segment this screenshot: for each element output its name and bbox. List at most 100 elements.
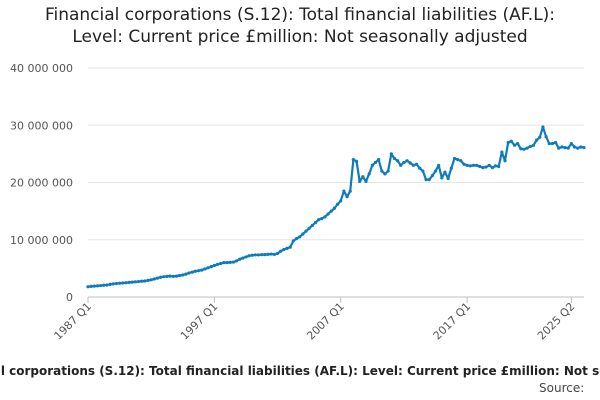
data-point[interactable] xyxy=(288,245,292,249)
data-point[interactable] xyxy=(263,253,267,257)
data-point[interactable] xyxy=(531,143,536,147)
data-point[interactable] xyxy=(427,178,431,182)
data-point[interactable] xyxy=(405,159,409,163)
data-point[interactable] xyxy=(449,166,453,170)
data-point[interactable] xyxy=(285,246,289,250)
data-point[interactable] xyxy=(317,218,321,222)
data-point[interactable] xyxy=(332,206,337,210)
data-point[interactable] xyxy=(471,163,476,167)
data-point[interactable] xyxy=(114,281,119,286)
data-point[interactable] xyxy=(522,147,526,151)
data-point[interactable] xyxy=(171,274,175,278)
data-point[interactable] xyxy=(519,147,523,151)
data-point[interactable] xyxy=(108,282,112,286)
data-point[interactable] xyxy=(260,253,264,257)
data-point[interactable] xyxy=(509,139,513,143)
data-point[interactable] xyxy=(459,159,463,163)
data-point[interactable] xyxy=(437,163,441,167)
data-point[interactable] xyxy=(541,125,545,129)
data-point[interactable] xyxy=(560,145,564,149)
data-point[interactable] xyxy=(149,278,153,282)
data-point[interactable] xyxy=(550,141,555,146)
data-point[interactable] xyxy=(130,280,134,284)
data-point[interactable] xyxy=(105,283,109,287)
data-point[interactable] xyxy=(452,156,457,161)
data-point[interactable] xyxy=(465,163,469,167)
data-point[interactable] xyxy=(389,152,393,156)
data-point[interactable] xyxy=(193,269,198,273)
data-point[interactable] xyxy=(253,253,258,257)
data-point[interactable] xyxy=(165,274,169,278)
data-point[interactable] xyxy=(474,163,479,167)
data-point[interactable] xyxy=(367,172,371,176)
data-point[interactable] xyxy=(282,247,286,252)
data-point[interactable] xyxy=(339,199,343,203)
data-point[interactable] xyxy=(490,166,494,170)
data-point[interactable] xyxy=(187,271,191,275)
data-point[interactable] xyxy=(323,215,327,219)
data-point[interactable] xyxy=(408,161,412,165)
data-point[interactable] xyxy=(99,283,103,288)
data-point[interactable] xyxy=(535,138,539,142)
data-point[interactable] xyxy=(95,284,100,288)
data-point[interactable] xyxy=(269,252,273,256)
data-point[interactable] xyxy=(225,261,229,265)
data-point[interactable] xyxy=(380,169,384,173)
data-point[interactable] xyxy=(184,272,188,276)
data-point[interactable] xyxy=(506,140,510,145)
data-point[interactable] xyxy=(386,169,390,173)
data-point[interactable] xyxy=(579,145,583,149)
data-point[interactable] xyxy=(178,273,182,278)
data-point[interactable] xyxy=(364,179,368,183)
data-point[interactable] xyxy=(152,277,156,281)
data-point[interactable] xyxy=(196,269,201,273)
data-point[interactable] xyxy=(361,175,365,179)
data-point[interactable] xyxy=(399,163,403,167)
data-point[interactable] xyxy=(351,158,355,162)
data-point[interactable] xyxy=(241,256,245,260)
data-point[interactable] xyxy=(222,261,226,265)
data-point[interactable] xyxy=(433,169,438,173)
data-point[interactable] xyxy=(190,270,194,274)
data-point[interactable] xyxy=(525,146,529,150)
data-point[interactable] xyxy=(279,249,283,253)
data-point[interactable] xyxy=(481,166,485,170)
data-point[interactable] xyxy=(275,251,280,256)
data-point[interactable] xyxy=(582,145,586,150)
data-point[interactable] xyxy=(313,220,318,225)
data-point[interactable] xyxy=(421,169,425,173)
data-point[interactable] xyxy=(124,281,128,285)
data-point[interactable] xyxy=(92,284,96,288)
data-point[interactable] xyxy=(424,178,428,182)
data-point[interactable] xyxy=(159,275,163,279)
data-point[interactable] xyxy=(89,284,93,289)
data-point[interactable] xyxy=(430,174,434,178)
data-point[interactable] xyxy=(569,141,573,146)
data-point[interactable] xyxy=(512,143,517,147)
data-point[interactable] xyxy=(440,176,444,180)
data-point[interactable] xyxy=(155,276,160,280)
data-point[interactable] xyxy=(111,282,115,286)
data-point[interactable] xyxy=(396,159,400,163)
data-point[interactable] xyxy=(383,172,387,176)
data-point[interactable] xyxy=(298,235,302,239)
data-point[interactable] xyxy=(342,189,346,193)
data-point[interactable] xyxy=(392,156,397,161)
data-point[interactable] xyxy=(572,145,577,149)
data-point[interactable] xyxy=(86,285,90,289)
data-point[interactable] xyxy=(563,145,567,150)
data-point[interactable] xyxy=(168,274,172,278)
data-point[interactable] xyxy=(497,164,501,169)
data-point[interactable] xyxy=(127,280,131,284)
data-point[interactable] xyxy=(307,226,311,230)
data-point[interactable] xyxy=(576,146,580,150)
data-point[interactable] xyxy=(528,144,532,149)
data-point[interactable] xyxy=(212,263,216,268)
data-point[interactable] xyxy=(200,268,204,272)
data-point[interactable] xyxy=(373,160,378,165)
data-point[interactable] xyxy=(244,255,248,259)
data-point[interactable] xyxy=(547,141,551,146)
data-point[interactable] xyxy=(487,163,491,167)
data-point[interactable] xyxy=(146,278,150,282)
data-point[interactable] xyxy=(402,160,406,165)
